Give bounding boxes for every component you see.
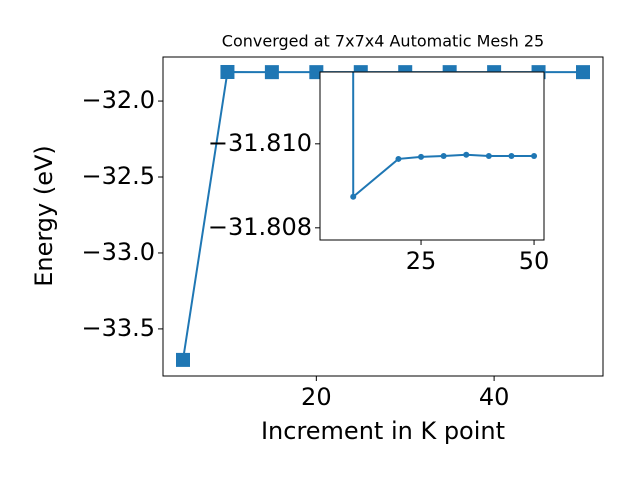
- y-tick-label: −31.810: [208, 129, 312, 157]
- y-tick-label: −33.0: [81, 238, 155, 266]
- x-axis-label: Increment in K point: [261, 417, 505, 445]
- marker: [418, 153, 425, 160]
- x-tick-label: 50: [519, 247, 550, 275]
- marker: [508, 153, 515, 159]
- marker: [220, 64, 235, 79]
- marker: [264, 65, 279, 80]
- y-axis-label: Energy (eV): [30, 145, 58, 287]
- x-tick-label: 40: [479, 383, 510, 411]
- marker: [176, 352, 190, 367]
- y-tick-label: −31.808: [208, 213, 312, 241]
- marker: [485, 153, 492, 159]
- x-tick-label: 20: [301, 383, 332, 411]
- marker: [350, 193, 357, 200]
- marker: [531, 153, 538, 159]
- axes-frame: [162, 56, 604, 377]
- marker: [440, 153, 447, 159]
- chart-title: Converged at 7x7x4 Automatic Mesh 25: [222, 32, 544, 51]
- marker: [395, 155, 402, 162]
- axes-frame: [319, 71, 545, 241]
- plot-clip: [350, 72, 538, 200]
- marker: [576, 65, 590, 80]
- y-tick-label: −32.0: [81, 86, 155, 114]
- y-tick-label: −32.5: [81, 162, 155, 190]
- y-tick-label: −33.5: [81, 314, 155, 342]
- x-tick-label: 25: [406, 247, 437, 275]
- marker: [463, 151, 470, 158]
